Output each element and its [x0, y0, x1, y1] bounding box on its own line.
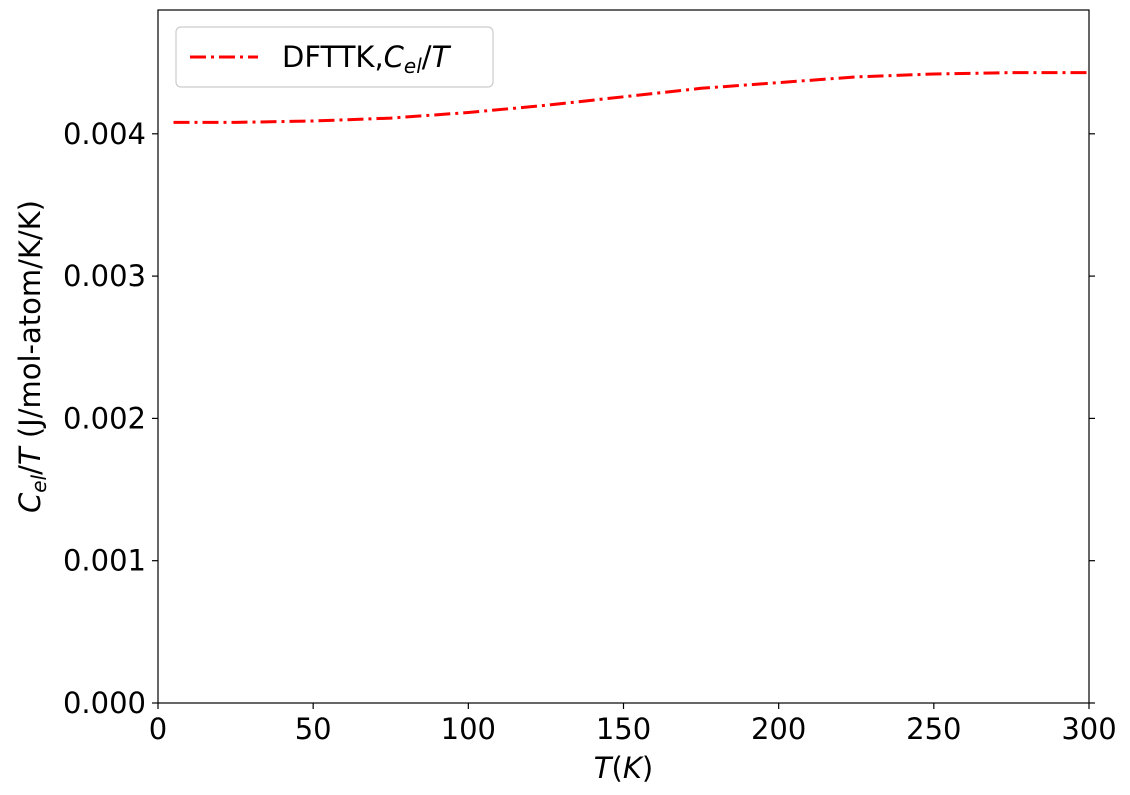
legend-label: DFTTK,Cel/T [282, 40, 452, 78]
x-tick-label: 200 [751, 712, 806, 746]
legend: DFTTK,Cel/T [175, 26, 494, 88]
x-tick-label: 100 [441, 712, 496, 746]
legend-box [175, 26, 494, 88]
y-tick-label: 0.003 [63, 259, 146, 293]
x-tick-label: 300 [1061, 712, 1116, 746]
x-tick-label: 50 [295, 712, 332, 746]
y-tick-label: 0.004 [63, 117, 146, 151]
x-axis-ticks: 0 50 100 150 200 250 300 [149, 703, 1117, 746]
axes-frame [157, 9, 1090, 704]
y-tick-label: 0.000 [63, 686, 146, 720]
series-line [173, 71, 1089, 124]
x-tick-label: 0 [149, 712, 167, 746]
y-tick-label: 0.001 [63, 544, 146, 578]
y-tick-label: 0.002 [63, 401, 146, 435]
x-axis-label: T(K) [594, 751, 653, 785]
y-axis-label: Cel/T (J/mol-atom/K/K) [13, 200, 51, 513]
x-tick-label: 250 [906, 712, 961, 746]
plot-area [173, 71, 1089, 124]
y-axis-ticks: 0.000 0.001 0.002 0.003 0.004 [63, 117, 1095, 720]
x-tick-label: 150 [596, 712, 651, 746]
